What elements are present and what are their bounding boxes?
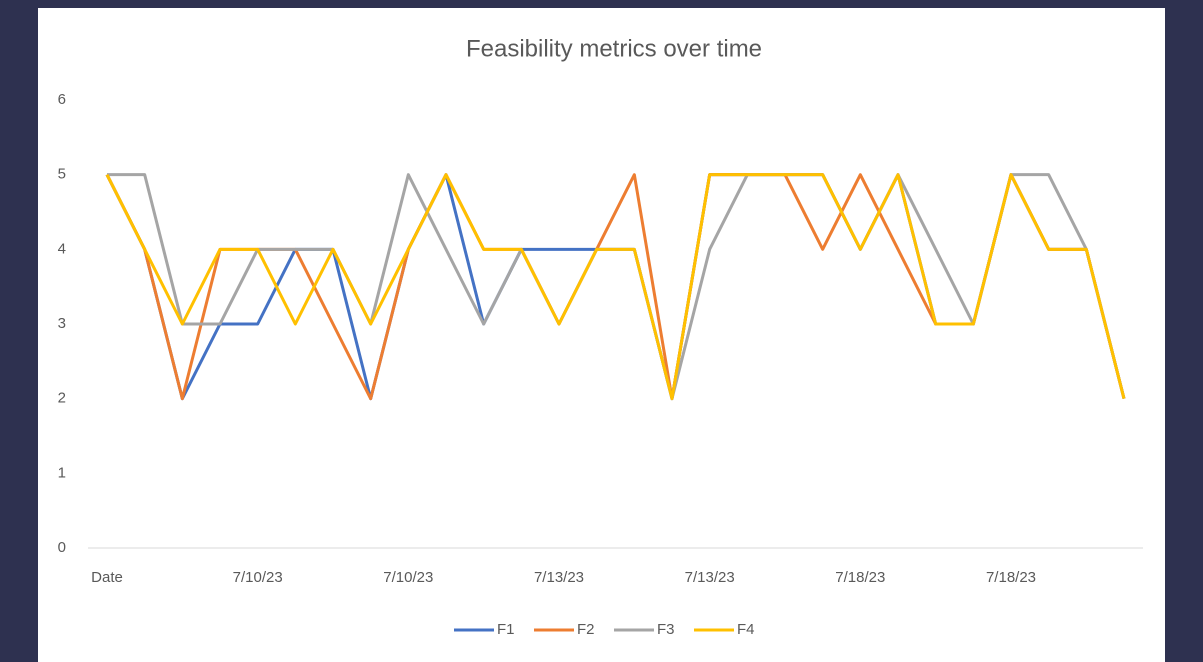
legend-label: F1 xyxy=(497,621,515,638)
x-tick-label: Date xyxy=(91,569,123,586)
y-tick-label: 6 xyxy=(58,91,66,108)
y-tick-label: 3 xyxy=(58,315,66,332)
legend-label: F4 xyxy=(737,621,755,638)
chart-title: Feasibility metrics over time xyxy=(466,35,762,62)
x-tick-label: 7/10/23 xyxy=(233,569,283,586)
legend-label: F3 xyxy=(657,621,675,638)
x-tick-label: 7/13/23 xyxy=(534,569,584,586)
y-tick-label: 5 xyxy=(58,166,66,183)
line-series xyxy=(105,173,1126,401)
x-tick-label: 7/10/23 xyxy=(383,569,433,586)
y-tick-label: 2 xyxy=(58,390,66,407)
y-tick-label: 4 xyxy=(58,240,66,257)
y-tick-label: 1 xyxy=(58,464,66,481)
x-tick-label: 7/18/23 xyxy=(986,569,1036,586)
legend-label: F2 xyxy=(577,621,595,638)
x-tick-label: 7/13/23 xyxy=(685,569,735,586)
x-tick-label: 7/18/23 xyxy=(835,569,885,586)
y-tick-label: 0 xyxy=(58,539,66,556)
chart-panel xyxy=(38,8,1165,662)
